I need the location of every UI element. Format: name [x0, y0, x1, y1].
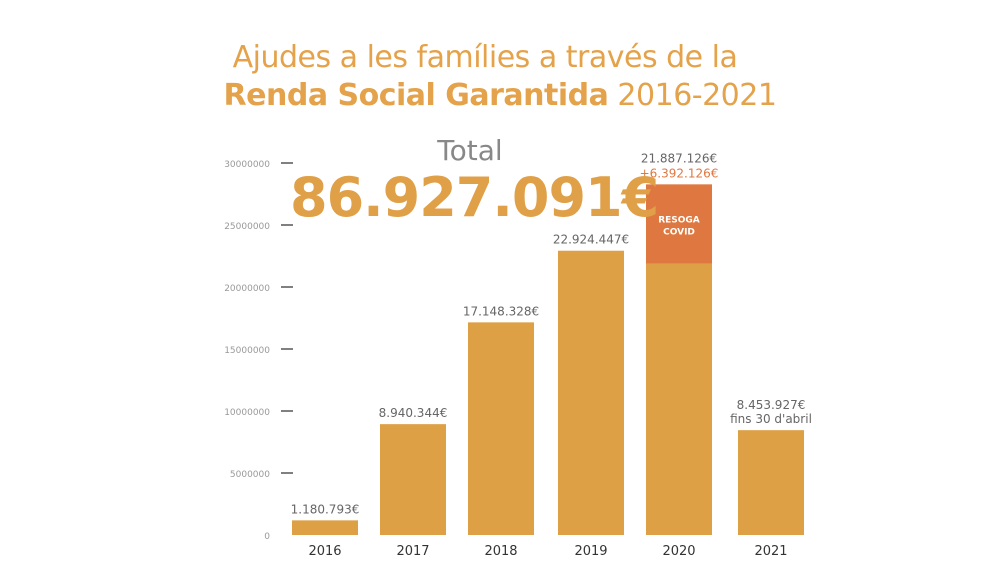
x-tick-label: 2019	[574, 544, 607, 559]
bar-2020	[646, 263, 712, 535]
x-tick-label: 2021	[754, 544, 787, 559]
title-line-1: Ajudes a les famílies a través de la	[232, 40, 738, 75]
total-value: 86.927.091€	[290, 166, 659, 229]
data-label: 17.148.328€	[463, 304, 539, 318]
bar-2017	[380, 424, 446, 535]
y-tick-label: 15000000	[224, 346, 270, 356]
data-note: fins 30 d'abril	[730, 412, 812, 426]
total-label: Total	[437, 134, 503, 167]
bar-2016	[292, 520, 358, 535]
data-label: 8.453.927€	[737, 398, 806, 412]
data-label: 8.940.344€	[379, 406, 448, 420]
x-tick-label: 2020	[662, 544, 695, 559]
x-tick-label: 2018	[484, 544, 517, 559]
covid-label: COVID	[663, 227, 695, 237]
y-tick-label: 20000000	[224, 284, 270, 294]
y-tick-label: 0	[264, 532, 270, 542]
bar-2021	[738, 430, 804, 535]
data-label: 22.924.447€	[553, 233, 629, 247]
y-tick-label: 30000000	[224, 160, 270, 170]
bar-2018	[468, 322, 534, 535]
bar-2019	[558, 250, 624, 535]
x-tick-label: 2017	[396, 544, 429, 559]
y-tick-label: 10000000	[224, 408, 270, 418]
y-tick-label: 25000000	[224, 222, 270, 232]
data-label: 21.887.126€	[641, 151, 717, 165]
covid-label: RESOGA	[658, 215, 700, 225]
data-label: 1.180.793€	[291, 502, 360, 516]
title-years: 2016-2021	[608, 78, 777, 113]
title-line-2: Renda Social Garantida 2016-2021	[0, 78, 1000, 113]
covid-data-label: +6.392.126€	[640, 166, 719, 180]
y-tick-label: 5000000	[230, 470, 270, 480]
title-bold: Renda Social Garantida	[223, 78, 609, 113]
bar-covid-2020	[646, 184, 712, 264]
x-tick-label: 2016	[308, 544, 341, 559]
